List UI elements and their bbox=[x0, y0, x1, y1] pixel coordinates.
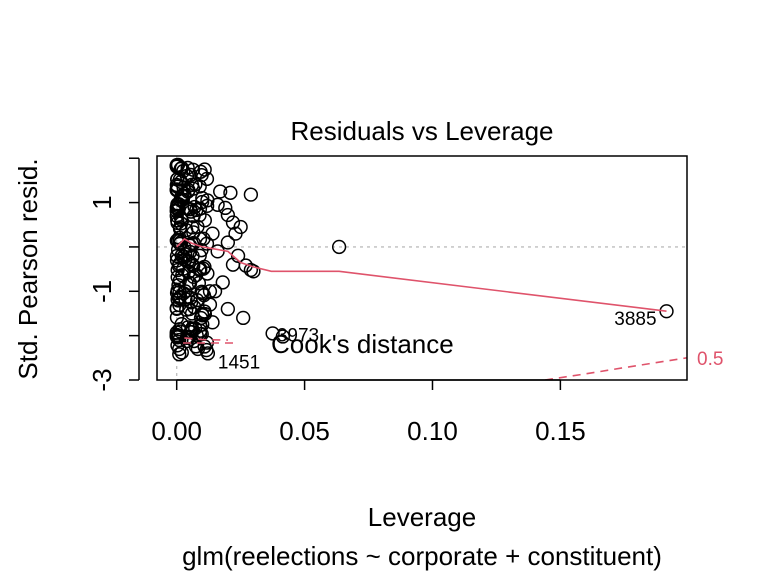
x-tick-label: 0.15 bbox=[535, 416, 586, 446]
cooks-distance-line bbox=[184, 337, 228, 341]
data-point bbox=[228, 226, 243, 241]
data-point bbox=[170, 157, 186, 173]
cooks-contour-05 bbox=[544, 357, 687, 380]
y-tick-label: 1 bbox=[87, 195, 117, 209]
data-point bbox=[174, 160, 189, 176]
y-tick-label: -1 bbox=[87, 280, 117, 303]
data-point bbox=[210, 244, 225, 259]
data-point bbox=[184, 177, 200, 192]
data-point bbox=[192, 208, 207, 223]
legend-label: Cook's distance bbox=[271, 329, 454, 359]
data-point bbox=[195, 317, 210, 332]
data-point bbox=[188, 339, 204, 354]
data-point bbox=[169, 248, 185, 264]
data-point bbox=[205, 315, 220, 330]
x-tick-label: 0.10 bbox=[407, 416, 458, 446]
y-tick-label: -3 bbox=[87, 368, 117, 391]
plot-area: 0.5 3885 3973 1451 Cook's distance 0.00 0.05 0.… bbox=[87, 155, 723, 446]
point-label: 3973 bbox=[277, 326, 319, 347]
data-point bbox=[177, 240, 192, 255]
y-axis-label: Std. Pearson resid. bbox=[13, 158, 43, 379]
cooks-contour-label: 0.5 bbox=[697, 349, 723, 370]
chart-title: Residuals vs Leverage bbox=[290, 116, 553, 146]
data-point bbox=[265, 326, 280, 341]
data-point bbox=[275, 329, 290, 344]
data-point bbox=[659, 304, 674, 319]
data-point bbox=[186, 225, 201, 240]
data-point bbox=[220, 207, 236, 223]
data-point bbox=[220, 301, 236, 317]
data-point bbox=[170, 202, 185, 217]
data-point bbox=[210, 197, 225, 212]
data-point bbox=[205, 226, 220, 241]
point-label: 3885 bbox=[614, 309, 656, 330]
data-point bbox=[176, 249, 191, 265]
data-point bbox=[174, 345, 189, 360]
data-point bbox=[223, 185, 238, 200]
data-point bbox=[207, 284, 223, 299]
data-point bbox=[172, 290, 187, 306]
data-point bbox=[172, 172, 188, 187]
data-point bbox=[220, 235, 236, 250]
data-point bbox=[225, 215, 241, 230]
data-point bbox=[172, 341, 187, 357]
smooth-line bbox=[176, 237, 667, 312]
data-point bbox=[170, 292, 185, 307]
data-point bbox=[172, 322, 187, 337]
data-point bbox=[215, 275, 230, 290]
data-point bbox=[172, 284, 187, 300]
data-point bbox=[202, 284, 218, 299]
data-point bbox=[195, 190, 210, 206]
data-point bbox=[236, 310, 251, 326]
data-point bbox=[197, 162, 212, 177]
data-point bbox=[184, 306, 200, 321]
chart-subtitle: glm(reelections ~ corporate + constituen… bbox=[182, 541, 662, 571]
data-point bbox=[179, 330, 195, 346]
data-point bbox=[190, 293, 205, 308]
data-point bbox=[173, 216, 189, 231]
data-point bbox=[243, 187, 259, 202]
data-point bbox=[180, 160, 195, 175]
data-point bbox=[225, 257, 241, 272]
data-point bbox=[172, 347, 187, 362]
data-point bbox=[174, 248, 189, 263]
data-point bbox=[199, 171, 215, 187]
x-tick-label: 0.05 bbox=[279, 416, 330, 446]
data-point bbox=[331, 239, 347, 255]
data-point bbox=[188, 267, 204, 283]
x-axis-label: Leverage bbox=[368, 502, 476, 532]
data-point bbox=[213, 184, 228, 199]
data-point bbox=[179, 200, 194, 216]
data-point bbox=[246, 264, 261, 279]
data-point bbox=[197, 213, 212, 228]
data-point bbox=[200, 346, 216, 361]
data-point bbox=[170, 197, 185, 212]
data-point bbox=[187, 199, 202, 215]
data-point bbox=[192, 248, 207, 263]
data-point bbox=[181, 264, 197, 279]
data-point bbox=[218, 200, 233, 216]
point-label: 1451 bbox=[218, 352, 260, 373]
data-point bbox=[170, 269, 185, 285]
data-point bbox=[177, 186, 192, 201]
data-point bbox=[200, 266, 215, 281]
x-tick-label: 0.00 bbox=[151, 416, 202, 446]
